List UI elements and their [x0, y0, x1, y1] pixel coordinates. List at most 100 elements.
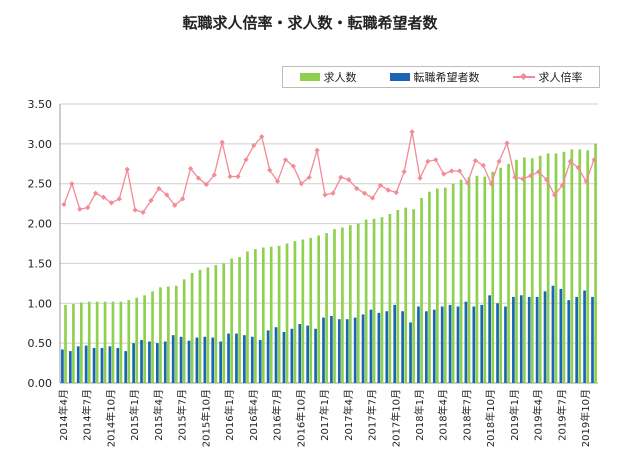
bar-job-openings — [396, 210, 400, 383]
x-tick-label: 2018年1月 — [413, 389, 426, 441]
marker-ratio — [520, 176, 526, 182]
marker-ratio — [504, 140, 510, 146]
x-tick-label: 2015年10月 — [199, 389, 212, 447]
bar-job-openings — [190, 272, 194, 383]
marker-ratio — [417, 175, 423, 181]
bar-job-seekers — [543, 291, 547, 383]
bar-job-openings — [167, 286, 170, 383]
x-tick-label: 2016年4月 — [247, 389, 260, 441]
chart-legend: 求人数 転職希望者数 求人倍率 — [282, 66, 600, 88]
marker-ratio — [496, 158, 502, 164]
bar-job-openings — [451, 183, 455, 383]
bar-job-openings — [499, 167, 502, 383]
x-tick-label: 2014年7月 — [81, 389, 94, 441]
marker-ratio — [61, 201, 67, 208]
bar-job-openings — [412, 209, 415, 383]
bar-job-openings — [238, 257, 241, 383]
bar-job-openings — [491, 171, 495, 383]
bar-job-seekers — [369, 309, 373, 383]
bar-job-openings — [95, 301, 99, 383]
bar-job-seekers — [227, 333, 230, 383]
bar-job-openings — [261, 247, 265, 383]
bar-job-seekers — [591, 296, 594, 383]
bar-job-seekers — [512, 296, 515, 383]
bar-job-openings — [562, 151, 566, 383]
marker-ratio — [567, 158, 573, 164]
marker-ratio — [536, 169, 542, 175]
marker-ratio — [259, 134, 265, 140]
bar-job-seekers — [527, 296, 531, 383]
legend-item-job-seekers: 転職希望者数 — [389, 69, 480, 85]
x-tick-label: 2015年7月 — [176, 389, 189, 441]
y-tick-label: 3.50 — [28, 98, 53, 111]
bar-job-openings — [246, 251, 249, 383]
legend-swatch-ratio — [512, 73, 535, 81]
bar-job-openings — [364, 219, 368, 383]
marker-ratio — [290, 163, 296, 169]
bar-job-seekers — [504, 306, 507, 383]
bar-job-seekers — [432, 309, 436, 383]
bar-job-seekers — [243, 335, 246, 383]
bar-job-seekers — [140, 339, 143, 383]
marker-ratio — [282, 157, 289, 163]
bar-job-seekers — [480, 304, 484, 383]
marker-ratio — [314, 147, 320, 153]
bar-job-seekers — [100, 347, 104, 383]
bar-job-seekers — [345, 319, 349, 383]
x-tick-label: 2015年4月 — [152, 389, 165, 441]
bar-job-openings — [554, 153, 558, 383]
bar-job-seekers — [195, 337, 199, 383]
bar-job-openings — [380, 217, 384, 383]
legend-label-job-seekers: 転職希望者数 — [413, 71, 480, 84]
marker-ratio — [219, 139, 225, 145]
bar-job-seekers — [448, 304, 452, 383]
bar-job-openings — [293, 241, 297, 383]
y-tick-label: 2.50 — [28, 178, 53, 191]
x-tick-label: 2017年4月 — [342, 389, 355, 441]
x-tick-label: 2019年10月 — [579, 389, 592, 447]
bar-job-openings — [151, 291, 154, 383]
x-tick-label: 2017年7月 — [366, 389, 379, 441]
bar-job-openings — [143, 295, 146, 383]
legend-swatch-job-openings — [299, 73, 320, 81]
bar-job-seekers — [92, 347, 96, 383]
x-tick-label: 2014年4月 — [57, 389, 70, 441]
bar-job-seekers — [440, 306, 444, 383]
bar-job-seekers — [583, 290, 586, 383]
marker-ratio — [346, 177, 352, 183]
y-tick-label: 1.50 — [28, 257, 53, 270]
bar-job-seekers — [163, 341, 167, 383]
marker-ratio — [425, 158, 431, 164]
bar-job-seekers — [258, 339, 262, 383]
marker-ratio — [377, 182, 384, 188]
bar-job-seekers — [567, 300, 571, 383]
marker-ratio — [251, 142, 257, 149]
marker-ratio — [172, 202, 178, 208]
y-tick-label: 0.50 — [28, 337, 53, 350]
x-tick-label: 2016年1月 — [223, 389, 236, 441]
bar-job-seekers — [282, 331, 286, 383]
bar-job-seekers — [464, 301, 468, 383]
bar-job-seekers — [456, 306, 460, 383]
legend-label-job-openings: 求人数 — [323, 71, 357, 84]
bar-job-seekers — [401, 311, 404, 383]
bar-job-seekers — [330, 316, 333, 383]
marker-ratio — [116, 196, 122, 202]
bar-job-seekers — [551, 285, 555, 383]
marker-ratio — [464, 180, 471, 186]
bar-job-seekers — [116, 347, 120, 383]
marker-ratio — [108, 200, 115, 206]
x-tick-label: 2015年1月 — [128, 389, 141, 441]
bar-job-openings — [348, 225, 352, 383]
bar-job-seekers — [250, 336, 254, 383]
marker-ratio — [401, 169, 407, 175]
x-tick-label: 2017年1月 — [318, 389, 331, 441]
marker-ratio — [235, 173, 241, 180]
marker-ratio — [441, 171, 447, 177]
bar-job-openings — [467, 177, 471, 383]
bar-job-openings — [309, 237, 313, 383]
bar-job-seekers — [361, 314, 365, 383]
bar-job-openings — [301, 239, 305, 383]
bar-job-seekers — [68, 351, 72, 383]
